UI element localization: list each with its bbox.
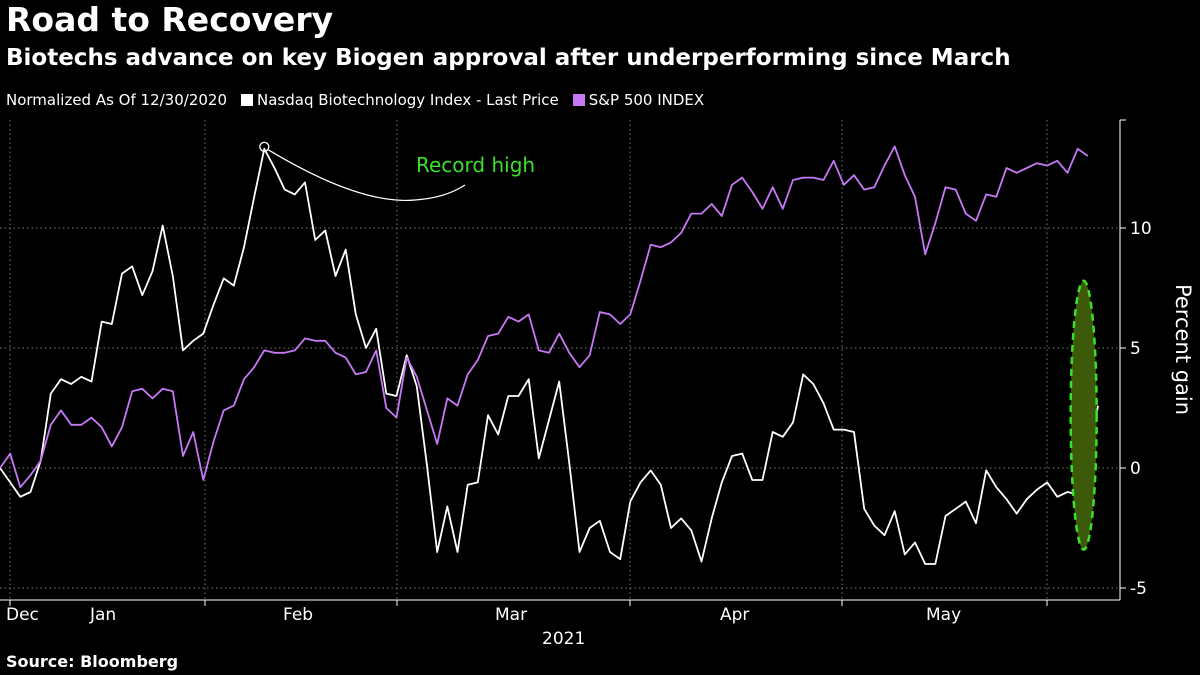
legend-note: Normalized As Of 12/30/2020 xyxy=(6,91,227,109)
legend: Normalized As Of 12/30/2020 Nasdaq Biote… xyxy=(6,91,718,109)
x-year-label: 2021 xyxy=(542,629,585,649)
x-tick-label: Dec xyxy=(6,605,39,625)
chart-title: Road to Recovery xyxy=(6,0,334,39)
x-tick-label: Feb xyxy=(283,605,313,625)
axes: 10 5 0 -5 Dec Jan Feb Mar Apr May 2021 Percent gain xyxy=(0,119,1195,649)
legend-label-nbi: Nasdaq Biotechnology Index - Last Price xyxy=(257,91,559,109)
x-tick-label: Jan xyxy=(89,605,116,625)
x-tick-label: May xyxy=(926,605,961,625)
record-high-leader xyxy=(268,149,466,202)
legend-label-spx: S&P 500 INDEX xyxy=(588,91,705,109)
series xyxy=(0,145,1099,565)
y-tick-label: 5 xyxy=(1130,339,1141,359)
series-line-nbi xyxy=(0,147,1099,565)
x-tick-label: Apr xyxy=(720,605,749,625)
x-tick-label: Mar xyxy=(495,605,527,625)
highlight-ellipse xyxy=(1069,279,1098,551)
chart-subtitle: Biotechs advance on key Biogen approval … xyxy=(6,45,1011,71)
legend-item-spx: S&P 500 INDEX xyxy=(572,91,705,109)
source-note: Source: Bloomberg xyxy=(6,652,179,671)
y-tick-label: 10 xyxy=(1130,219,1152,239)
y-tick-label: -5 xyxy=(1130,579,1147,599)
series-line-spx xyxy=(0,145,1089,489)
legend-item-nbi: Nasdaq Biotechnology Index - Last Price xyxy=(241,91,559,109)
legend-note-text: Normalized As Of 12/30/2020 xyxy=(6,91,227,109)
record-high-marker xyxy=(259,141,270,152)
annotations: Record high xyxy=(259,141,1098,551)
y-tick-label: 0 xyxy=(1130,459,1141,479)
legend-swatch-spx xyxy=(572,94,585,106)
legend-swatch-nbi xyxy=(241,94,253,106)
y-axis-label: Percent gain xyxy=(1171,284,1195,415)
grid xyxy=(0,120,1120,600)
record-high-label: Record high xyxy=(416,153,535,177)
